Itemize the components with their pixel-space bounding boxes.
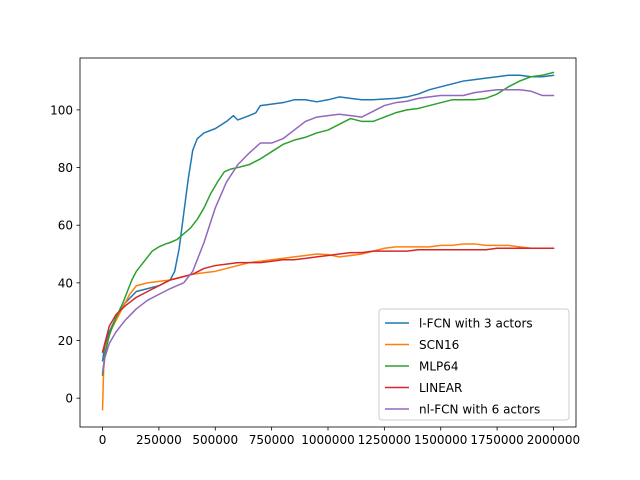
series-layer (101, 71, 555, 411)
x-tick-label: 500000 (192, 433, 238, 447)
y-tick-label: 20 (58, 334, 73, 348)
y-tick-label: 60 (58, 219, 73, 233)
legend-label-2: SCN16 (419, 338, 459, 352)
legend-label-4: LINEAR (419, 381, 462, 395)
legend-label-5: nl-FCN with 6 actors (419, 403, 540, 417)
y-tick-label: 40 (58, 276, 73, 290)
x-tick-label: 750000 (249, 433, 295, 447)
legend-label-1: l-FCN with 3 actors (419, 317, 533, 331)
x-tick-label: 1750000 (470, 433, 523, 447)
series-line-4 (101, 247, 555, 353)
x-tick-label: 250000 (136, 433, 182, 447)
x-tick-label: 1000000 (301, 433, 354, 447)
legend: l-FCN with 3 actors SCN16 MLP64 LINEAR nl-FC… (378, 308, 570, 421)
axes-layer: 0 250000 500000 750000 1000000 1250000 1500000… (50, 57, 580, 447)
x-tick-label: 1250000 (358, 433, 411, 447)
x-tick-label: 2000000 (527, 433, 580, 447)
legend-box (378, 308, 570, 421)
y-tick-label: 80 (58, 161, 73, 175)
series-line-2 (101, 243, 555, 411)
y-tick-label: 100 (50, 103, 73, 117)
y-tick-label: 0 (65, 392, 73, 406)
x-tick-label: 0 (99, 433, 107, 447)
x-tick-label: 1500000 (414, 433, 467, 447)
series-line-5 (101, 88, 555, 374)
series-line-3 (101, 71, 555, 376)
legend-label-3: MLP64 (419, 360, 459, 374)
